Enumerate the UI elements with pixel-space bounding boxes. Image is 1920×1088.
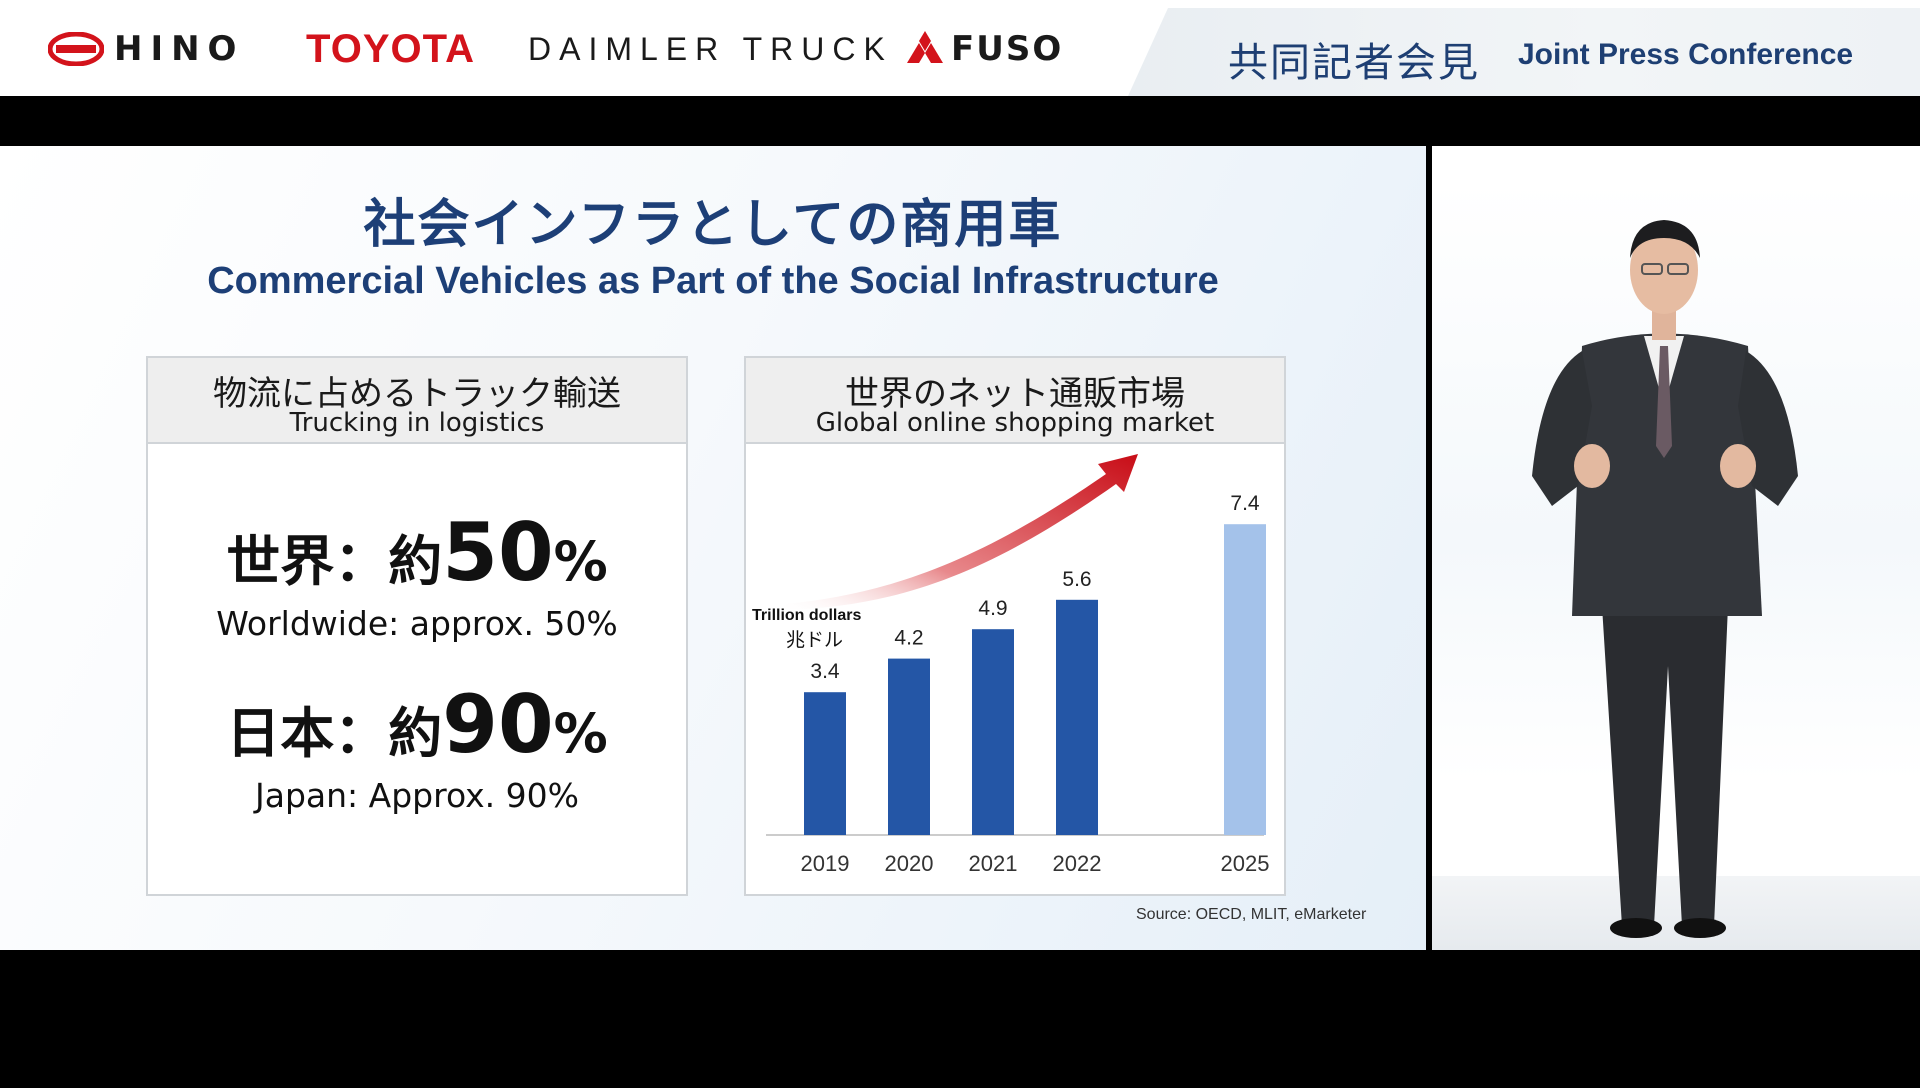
worldwide-stat-en: Worldwide: approx. 50% [216,604,618,643]
value-label-2025: 7.4 [1230,492,1260,515]
bar-2019 [804,692,846,835]
presentation-slide: 社会インフラとしての商用車 Commercial Vehicles as Par… [0,146,1426,950]
worldwide-stat: 世界：約50% [148,506,686,599]
japan-stat: 日本：約90% [148,678,686,771]
online-market-panel-header: 世界のネット通販市場 Global online shopping market [746,358,1284,444]
unit-label-en: Trillion dollars [752,607,861,624]
fuso-logo: FUSO [905,26,1063,72]
trucking-panel-header: 物流に占めるトラック輸送 Trucking in logistics [148,358,686,444]
daimler-truck-logo: DAIMLER TRUCK [528,30,893,67]
press-title-en: Joint Press Conference [1518,38,1854,71]
worldwide-unit: % [553,530,608,593]
bar-2022 [1056,599,1098,835]
trucking-heading-en: Trucking in logistics [289,408,545,438]
online-market-panel: 世界のネット通販市場 Global online shopping market… [744,356,1286,896]
letterbox-bottom [0,950,1920,1088]
hino-wordmark: HINO [114,29,245,69]
slide-title-jp: 社会インフラとしての商用車 [363,195,1063,255]
bar-2025 [1224,524,1266,835]
worldwide-label-jp: 世界：約 [226,530,443,593]
split-divider [1426,146,1432,950]
x-label-2025: 2025 [1221,851,1270,876]
unit-label-jp: 兆ドル [786,629,843,651]
value-label-2022: 5.6 [1062,568,1091,591]
growth-arrow-icon [786,454,1138,610]
speaker-video-feed [1432,146,1920,950]
online-market-heading-en: Global online shopping market [815,408,1215,438]
value-label-2019: 3.4 [810,660,840,683]
speaker-figure [1532,220,1798,938]
value-label-2021: 4.9 [978,597,1007,620]
japan-unit: % [553,702,608,765]
press-conference-band [1128,8,1920,96]
hino-emblem-icon [48,32,104,66]
x-label-2019: 2019 [801,851,850,876]
japan-value: 90 [442,678,554,771]
fuso-wordmark: FUSO [951,29,1064,69]
source-note: Source: OECD, MLIT, eMarketer [1136,906,1367,923]
value-label-2020: 4.2 [894,627,923,650]
trucking-heading-jp: 物流に占めるトラック輸送 [213,374,621,414]
bar-2020 [888,658,930,835]
slide-title-en: Commercial Vehicles as Part of the Socia… [207,260,1219,302]
stage-floor [1432,876,1920,950]
x-label-2022: 2022 [1053,851,1102,876]
press-title-jp: 共同記者会見 [1228,40,1480,86]
online-market-heading-jp: 世界のネット通販市場 [845,374,1185,414]
chart-bars: 3.4 2019 4.2 2020 4.9 2021 5.6 2022 7.4 2025 [801,492,1270,876]
toyota-logo: TOYOTA [306,26,475,71]
letterbox-top [0,96,1920,146]
hino-logo: HINO [48,26,244,72]
x-label-2021: 2021 [969,851,1018,876]
trucking-panel: 物流に占めるトラック輸送 Trucking in logistics 世界：約5… [146,356,688,896]
three-diamonds-icon [907,31,943,63]
online-market-bar-chart: Trillion dollars 兆ドル 3.4 2019 4.2 2020 4.9 20… [752,454,1270,876]
bar-2021 [972,629,1014,835]
x-label-2020: 2020 [885,851,934,876]
worldwide-value: 50 [442,506,554,599]
japan-label-jp: 日本：約 [226,702,443,765]
header-bar: HINO TOYOTA DAIMLER TRUCK FUSO 共同記者会見 Jo… [0,0,1920,96]
japan-stat-en: Japan: Approx. 90% [255,776,579,815]
